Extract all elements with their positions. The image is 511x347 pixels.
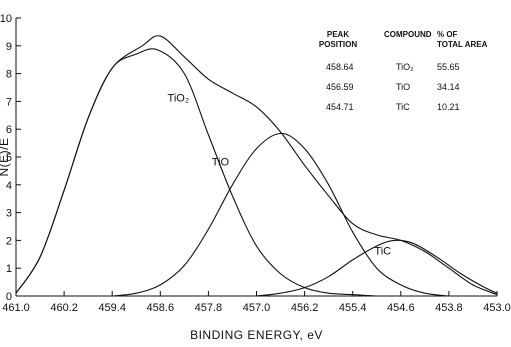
table-cell: 34.14: [437, 82, 460, 92]
x-tick-label: 457.8: [195, 302, 223, 314]
x-tick-label: 454.6: [387, 302, 415, 314]
table-cell: TiO: [396, 82, 410, 92]
table-header: POSITION: [319, 40, 357, 49]
x-tick-label: 457.0: [243, 302, 271, 314]
y-tick-label: 9: [6, 41, 12, 53]
table-cell: 454.71: [326, 102, 354, 112]
x-tick-label: 460.2: [50, 302, 78, 314]
table-header: COMPOUND: [384, 30, 432, 39]
x-tick-label: 459.4: [98, 302, 126, 314]
table-cell: 456.59: [326, 82, 354, 92]
axes: [15, 18, 497, 297]
y-tick-label: 10: [0, 13, 12, 25]
curve-label: TiC: [374, 245, 391, 257]
envelope-curve: [15, 35, 498, 296]
y-ticks: 0 1 2 3 4 5 6 7 8 9 10: [0, 13, 21, 303]
y-tick-label: 3: [6, 208, 12, 220]
y-tick-label: 2: [6, 235, 12, 247]
table-header: TOTAL AREA: [437, 40, 488, 49]
curve-label: TiO: [212, 156, 230, 168]
x-ticks: 461.0 460.2 459.4 458.6 457.8 457.0 456.2 455.4…: [2, 291, 511, 314]
table-header: PEAK: [327, 30, 349, 39]
y-axis-title: N(E)/E: [0, 138, 11, 177]
x-tick-label: 453.8: [435, 302, 463, 314]
tio-curve: [112, 132, 449, 297]
curve-labels: TiO₂ TiO TiC: [168, 92, 392, 257]
y-tick-label: 8: [6, 69, 12, 81]
table-cell: 55.65: [437, 62, 460, 72]
table-cell: 458.64: [326, 62, 354, 72]
x-axis-title: BINDING ENERGY, eV: [190, 328, 323, 342]
tio2-curve: [15, 48, 377, 297]
y-tick-label: 0: [6, 291, 12, 303]
table-header: % OF: [437, 30, 458, 39]
y-tick-label: 5: [6, 152, 12, 164]
x-tick-label: 458.6: [147, 302, 175, 314]
curve-label: TiO₂: [168, 92, 190, 104]
table-cell: TiO₂: [396, 62, 414, 72]
table-cell: TiC: [396, 102, 410, 112]
x-tick-label: 461.0: [2, 302, 30, 314]
y-tick-label: 1: [6, 263, 12, 275]
tic-curve: [256, 239, 498, 297]
x-tick-label: 455.4: [339, 302, 367, 314]
x-tick-label: 456.2: [291, 302, 319, 314]
y-tick-label: 7: [6, 96, 12, 108]
y-tick-label: 4: [6, 180, 12, 192]
y-tick-label: 6: [6, 124, 12, 136]
table-cell: 10.21: [437, 102, 460, 112]
x-tick-label: 453.0: [483, 302, 511, 314]
curves: [15, 35, 498, 297]
